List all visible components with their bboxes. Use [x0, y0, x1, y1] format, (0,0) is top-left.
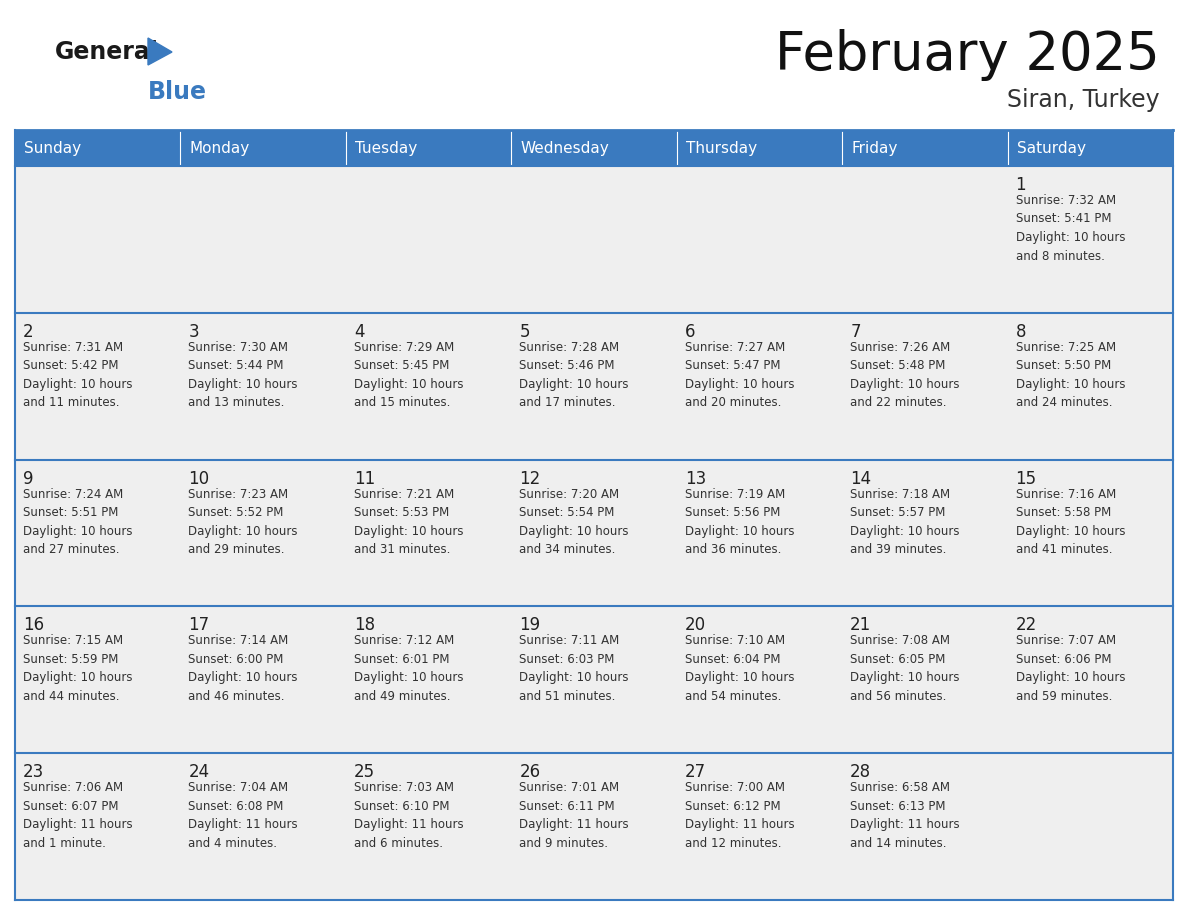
Text: 4: 4	[354, 323, 365, 341]
Text: Sunrise: 7:06 AM
Sunset: 6:07 PM
Daylight: 11 hours
and 1 minute.: Sunrise: 7:06 AM Sunset: 6:07 PM Dayligh…	[23, 781, 133, 850]
Text: Sunrise: 7:23 AM
Sunset: 5:52 PM
Daylight: 10 hours
and 29 minutes.: Sunrise: 7:23 AM Sunset: 5:52 PM Dayligh…	[189, 487, 298, 556]
Text: 14: 14	[851, 470, 871, 487]
Text: 7: 7	[851, 323, 860, 341]
Text: 17: 17	[189, 616, 209, 634]
Text: Sunday: Sunday	[24, 140, 81, 155]
Text: Sunrise: 7:16 AM
Sunset: 5:58 PM
Daylight: 10 hours
and 41 minutes.: Sunrise: 7:16 AM Sunset: 5:58 PM Dayligh…	[1016, 487, 1125, 556]
Text: Blue: Blue	[148, 80, 207, 104]
Text: Sunrise: 7:25 AM
Sunset: 5:50 PM
Daylight: 10 hours
and 24 minutes.: Sunrise: 7:25 AM Sunset: 5:50 PM Dayligh…	[1016, 341, 1125, 409]
Text: 16: 16	[23, 616, 44, 634]
Text: Sunrise: 7:19 AM
Sunset: 5:56 PM
Daylight: 10 hours
and 36 minutes.: Sunrise: 7:19 AM Sunset: 5:56 PM Dayligh…	[684, 487, 795, 556]
Text: 3: 3	[189, 323, 200, 341]
Text: 2: 2	[23, 323, 33, 341]
Text: Sunrise: 7:04 AM
Sunset: 6:08 PM
Daylight: 11 hours
and 4 minutes.: Sunrise: 7:04 AM Sunset: 6:08 PM Dayligh…	[189, 781, 298, 850]
Bar	[15, 753, 1173, 900]
Text: 22: 22	[1016, 616, 1037, 634]
Bar	[511, 130, 677, 166]
Text: 12: 12	[519, 470, 541, 487]
Text: Friday: Friday	[851, 140, 897, 155]
Bar	[15, 130, 181, 166]
Text: 20: 20	[684, 616, 706, 634]
Text: 21: 21	[851, 616, 871, 634]
Bar	[15, 166, 1173, 313]
Text: 11: 11	[354, 470, 375, 487]
Text: 25: 25	[354, 763, 375, 781]
Text: General: General	[55, 40, 159, 64]
Text: 19: 19	[519, 616, 541, 634]
Text: Siran, Turkey: Siran, Turkey	[1007, 88, 1159, 112]
Text: Thursday: Thursday	[685, 140, 757, 155]
Text: 9: 9	[23, 470, 33, 487]
Text: Sunrise: 7:26 AM
Sunset: 5:48 PM
Daylight: 10 hours
and 22 minutes.: Sunrise: 7:26 AM Sunset: 5:48 PM Dayligh…	[851, 341, 960, 409]
Text: Sunrise: 7:18 AM
Sunset: 5:57 PM
Daylight: 10 hours
and 39 minutes.: Sunrise: 7:18 AM Sunset: 5:57 PM Dayligh…	[851, 487, 960, 556]
Text: Sunrise: 7:27 AM
Sunset: 5:47 PM
Daylight: 10 hours
and 20 minutes.: Sunrise: 7:27 AM Sunset: 5:47 PM Dayligh…	[684, 341, 795, 409]
Bar	[346, 130, 511, 166]
Text: 15: 15	[1016, 470, 1037, 487]
Bar	[15, 313, 1173, 460]
Text: Wednesday: Wednesday	[520, 140, 609, 155]
Text: Saturday: Saturday	[1017, 140, 1086, 155]
Text: 10: 10	[189, 470, 209, 487]
Text: February 2025: February 2025	[776, 29, 1159, 81]
Text: Sunrise: 7:03 AM
Sunset: 6:10 PM
Daylight: 11 hours
and 6 minutes.: Sunrise: 7:03 AM Sunset: 6:10 PM Dayligh…	[354, 781, 463, 850]
Text: Sunrise: 7:28 AM
Sunset: 5:46 PM
Daylight: 10 hours
and 17 minutes.: Sunrise: 7:28 AM Sunset: 5:46 PM Dayligh…	[519, 341, 628, 409]
Text: 27: 27	[684, 763, 706, 781]
Text: Sunrise: 7:07 AM
Sunset: 6:06 PM
Daylight: 10 hours
and 59 minutes.: Sunrise: 7:07 AM Sunset: 6:06 PM Dayligh…	[1016, 634, 1125, 703]
Text: Tuesday: Tuesday	[355, 140, 417, 155]
Text: Sunrise: 7:24 AM
Sunset: 5:51 PM
Daylight: 10 hours
and 27 minutes.: Sunrise: 7:24 AM Sunset: 5:51 PM Dayligh…	[23, 487, 133, 556]
Bar	[15, 607, 1173, 753]
Text: Sunrise: 7:11 AM
Sunset: 6:03 PM
Daylight: 10 hours
and 51 minutes.: Sunrise: 7:11 AM Sunset: 6:03 PM Dayligh…	[519, 634, 628, 703]
Text: 8: 8	[1016, 323, 1026, 341]
Text: Sunrise: 7:20 AM
Sunset: 5:54 PM
Daylight: 10 hours
and 34 minutes.: Sunrise: 7:20 AM Sunset: 5:54 PM Dayligh…	[519, 487, 628, 556]
Text: Sunrise: 7:15 AM
Sunset: 5:59 PM
Daylight: 10 hours
and 44 minutes.: Sunrise: 7:15 AM Sunset: 5:59 PM Dayligh…	[23, 634, 133, 703]
Text: 23: 23	[23, 763, 44, 781]
Bar	[677, 130, 842, 166]
Text: 13: 13	[684, 470, 706, 487]
Text: 5: 5	[519, 323, 530, 341]
Text: Sunrise: 7:31 AM
Sunset: 5:42 PM
Daylight: 10 hours
and 11 minutes.: Sunrise: 7:31 AM Sunset: 5:42 PM Dayligh…	[23, 341, 133, 409]
Text: Sunrise: 7:12 AM
Sunset: 6:01 PM
Daylight: 10 hours
and 49 minutes.: Sunrise: 7:12 AM Sunset: 6:01 PM Dayligh…	[354, 634, 463, 703]
Text: Sunrise: 6:58 AM
Sunset: 6:13 PM
Daylight: 11 hours
and 14 minutes.: Sunrise: 6:58 AM Sunset: 6:13 PM Dayligh…	[851, 781, 960, 850]
Text: 26: 26	[519, 763, 541, 781]
Bar	[842, 130, 1007, 166]
Text: Sunrise: 7:08 AM
Sunset: 6:05 PM
Daylight: 10 hours
and 56 minutes.: Sunrise: 7:08 AM Sunset: 6:05 PM Dayligh…	[851, 634, 960, 703]
Text: Sunrise: 7:21 AM
Sunset: 5:53 PM
Daylight: 10 hours
and 31 minutes.: Sunrise: 7:21 AM Sunset: 5:53 PM Dayligh…	[354, 487, 463, 556]
Text: Sunrise: 7:30 AM
Sunset: 5:44 PM
Daylight: 10 hours
and 13 minutes.: Sunrise: 7:30 AM Sunset: 5:44 PM Dayligh…	[189, 341, 298, 409]
Text: 24: 24	[189, 763, 209, 781]
Text: 18: 18	[354, 616, 375, 634]
Text: Sunrise: 7:10 AM
Sunset: 6:04 PM
Daylight: 10 hours
and 54 minutes.: Sunrise: 7:10 AM Sunset: 6:04 PM Dayligh…	[684, 634, 795, 703]
Bar	[1007, 130, 1173, 166]
Text: 1: 1	[1016, 176, 1026, 194]
Bar	[15, 460, 1173, 607]
Text: Monday: Monday	[189, 140, 249, 155]
Text: 6: 6	[684, 323, 695, 341]
Text: 28: 28	[851, 763, 871, 781]
Text: Sunrise: 7:29 AM
Sunset: 5:45 PM
Daylight: 10 hours
and 15 minutes.: Sunrise: 7:29 AM Sunset: 5:45 PM Dayligh…	[354, 341, 463, 409]
Bar	[181, 130, 346, 166]
Text: Sunrise: 7:01 AM
Sunset: 6:11 PM
Daylight: 11 hours
and 9 minutes.: Sunrise: 7:01 AM Sunset: 6:11 PM Dayligh…	[519, 781, 628, 850]
Text: Sunrise: 7:32 AM
Sunset: 5:41 PM
Daylight: 10 hours
and 8 minutes.: Sunrise: 7:32 AM Sunset: 5:41 PM Dayligh…	[1016, 194, 1125, 263]
Text: Sunrise: 7:14 AM
Sunset: 6:00 PM
Daylight: 10 hours
and 46 minutes.: Sunrise: 7:14 AM Sunset: 6:00 PM Dayligh…	[189, 634, 298, 703]
Polygon shape	[148, 38, 172, 65]
Text: Sunrise: 7:00 AM
Sunset: 6:12 PM
Daylight: 11 hours
and 12 minutes.: Sunrise: 7:00 AM Sunset: 6:12 PM Dayligh…	[684, 781, 795, 850]
